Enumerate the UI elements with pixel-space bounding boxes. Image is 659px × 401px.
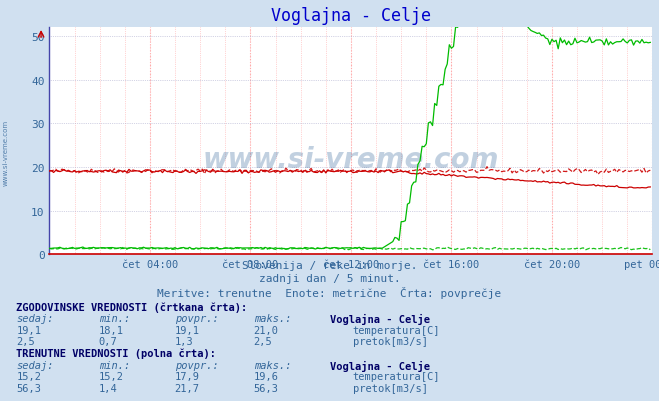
Text: 17,9: 17,9 — [175, 371, 200, 381]
Text: Voglajna - Celje: Voglajna - Celje — [330, 360, 430, 371]
Text: maks.:: maks.: — [254, 314, 291, 324]
Text: pretok[m3/s]: pretok[m3/s] — [353, 336, 428, 346]
Text: 2,5: 2,5 — [16, 336, 35, 346]
Text: 21,7: 21,7 — [175, 383, 200, 393]
Title: Voglajna - Celje: Voglajna - Celje — [271, 7, 431, 25]
Text: sedaj:: sedaj: — [16, 360, 54, 370]
Text: Slovenija / reke in morje.: Slovenija / reke in morje. — [242, 261, 417, 271]
Text: 18,1: 18,1 — [99, 325, 124, 335]
Text: 19,1: 19,1 — [175, 325, 200, 335]
Text: 19,6: 19,6 — [254, 371, 279, 381]
Text: 21,0: 21,0 — [254, 325, 279, 335]
Text: 15,2: 15,2 — [99, 371, 124, 381]
Text: 1,3: 1,3 — [175, 336, 193, 346]
Text: min.:: min.: — [99, 360, 130, 370]
Text: 15,2: 15,2 — [16, 371, 42, 381]
Text: sedaj:: sedaj: — [16, 314, 54, 324]
Text: min.:: min.: — [99, 314, 130, 324]
Text: 1,4: 1,4 — [99, 383, 117, 393]
Text: www.si-vreme.com: www.si-vreme.com — [2, 119, 9, 185]
Text: Voglajna - Celje: Voglajna - Celje — [330, 314, 430, 324]
Text: maks.:: maks.: — [254, 360, 291, 370]
Text: Meritve: trenutne  Enote: metrične  Črta: povprečje: Meritve: trenutne Enote: metrične Črta: … — [158, 286, 501, 298]
Text: 19,1: 19,1 — [16, 325, 42, 335]
Text: zadnji dan / 5 minut.: zadnji dan / 5 minut. — [258, 273, 401, 284]
Text: 2,5: 2,5 — [254, 336, 272, 346]
Text: povpr.:: povpr.: — [175, 314, 218, 324]
Text: povpr.:: povpr.: — [175, 360, 218, 370]
Text: ZGODOVINSKE VREDNOSTI (črtkana črta):: ZGODOVINSKE VREDNOSTI (črtkana črta): — [16, 302, 248, 312]
Text: temperatura[C]: temperatura[C] — [353, 371, 440, 381]
Text: 56,3: 56,3 — [254, 383, 279, 393]
Text: pretok[m3/s]: pretok[m3/s] — [353, 383, 428, 393]
Text: TRENUTNE VREDNOSTI (polna črta):: TRENUTNE VREDNOSTI (polna črta): — [16, 348, 216, 358]
Text: www.si-vreme.com: www.si-vreme.com — [203, 146, 499, 174]
Text: temperatura[C]: temperatura[C] — [353, 325, 440, 335]
Text: 56,3: 56,3 — [16, 383, 42, 393]
Text: 0,7: 0,7 — [99, 336, 117, 346]
